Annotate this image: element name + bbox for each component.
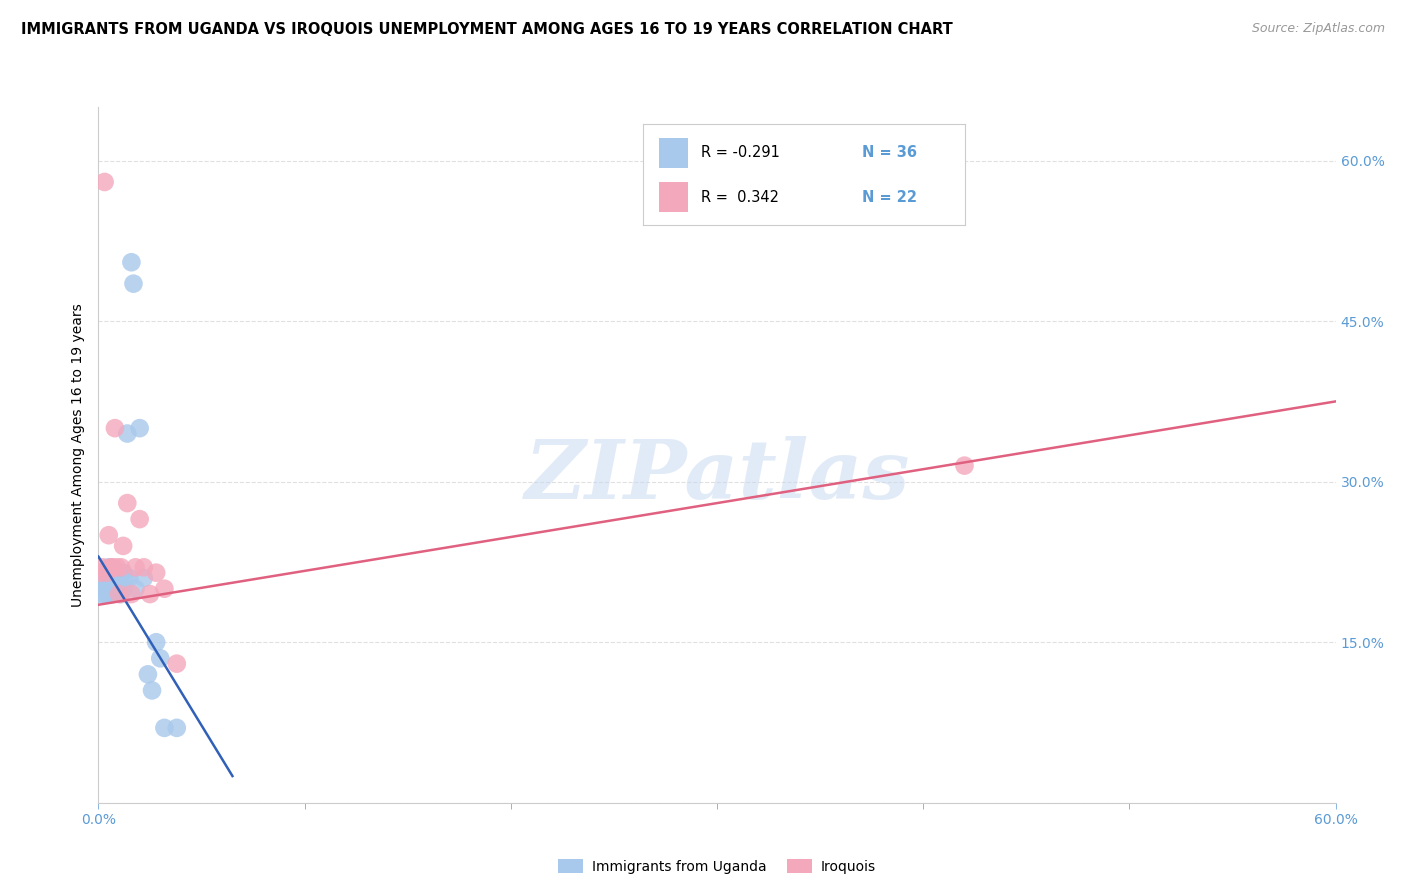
Point <box>96 566 118 580</box>
Point <box>117 496 139 510</box>
Text: ZIPatlas: ZIPatlas <box>524 436 910 516</box>
Point <box>139 587 162 601</box>
Point <box>118 571 141 585</box>
Point <box>97 587 120 601</box>
Point <box>108 587 131 601</box>
Point <box>153 721 176 735</box>
Point <box>132 560 155 574</box>
Point <box>89 566 111 580</box>
Point <box>100 571 122 585</box>
Text: IMMIGRANTS FROM UGANDA VS IROQUOIS UNEMPLOYMENT AMONG AGES 16 TO 19 YEARS CORREL: IMMIGRANTS FROM UGANDA VS IROQUOIS UNEMP… <box>21 22 953 37</box>
Point <box>93 571 115 585</box>
Point <box>128 421 150 435</box>
Point <box>91 560 114 574</box>
Point <box>89 587 111 601</box>
Point <box>145 635 167 649</box>
Point <box>108 582 131 596</box>
Legend: Immigrants from Uganda, Iroquois: Immigrants from Uganda, Iroquois <box>553 854 882 880</box>
Point <box>141 683 163 698</box>
Point <box>166 721 188 735</box>
Point <box>136 667 159 681</box>
Point <box>112 566 135 580</box>
Point <box>104 566 127 580</box>
Point <box>105 571 128 585</box>
Point <box>97 528 120 542</box>
Point <box>112 539 135 553</box>
Point <box>100 582 122 596</box>
Point <box>91 566 114 580</box>
Point <box>89 576 111 591</box>
Point <box>117 426 139 441</box>
Point <box>101 587 124 601</box>
Point <box>149 651 172 665</box>
Point <box>128 512 150 526</box>
Point <box>110 587 132 601</box>
Point <box>100 560 122 574</box>
Point <box>120 255 142 269</box>
Point <box>124 560 146 574</box>
Point <box>97 560 120 574</box>
Point <box>105 576 128 591</box>
Point <box>124 582 146 596</box>
Point <box>166 657 188 671</box>
Point <box>145 566 167 580</box>
Point <box>132 571 155 585</box>
Text: Source: ZipAtlas.com: Source: ZipAtlas.com <box>1251 22 1385 36</box>
Point <box>105 560 128 574</box>
Point <box>93 587 115 601</box>
Point <box>96 582 118 596</box>
Y-axis label: Unemployment Among Ages 16 to 19 years: Unemployment Among Ages 16 to 19 years <box>72 303 86 607</box>
Point <box>96 566 118 580</box>
Point <box>153 582 176 596</box>
Point <box>112 582 135 596</box>
Point <box>953 458 976 473</box>
Point <box>101 560 124 574</box>
Point <box>114 571 136 585</box>
Point <box>101 566 124 580</box>
Point <box>93 175 115 189</box>
Point <box>104 421 127 435</box>
Point <box>91 582 114 596</box>
Point <box>110 560 132 574</box>
Point <box>108 566 131 580</box>
Point <box>120 587 142 601</box>
Point <box>122 277 145 291</box>
